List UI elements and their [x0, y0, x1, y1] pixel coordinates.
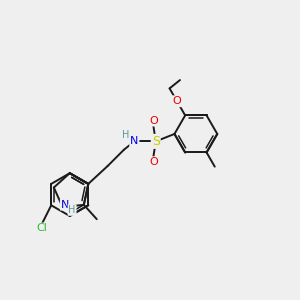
Text: O: O: [149, 157, 158, 167]
Text: H: H: [122, 130, 129, 140]
Text: H: H: [68, 205, 76, 215]
Text: N: N: [61, 200, 69, 210]
Text: Cl: Cl: [37, 224, 48, 233]
Text: S: S: [152, 135, 160, 148]
Text: N: N: [130, 136, 139, 146]
Text: O: O: [172, 96, 182, 106]
Text: O: O: [149, 116, 158, 126]
